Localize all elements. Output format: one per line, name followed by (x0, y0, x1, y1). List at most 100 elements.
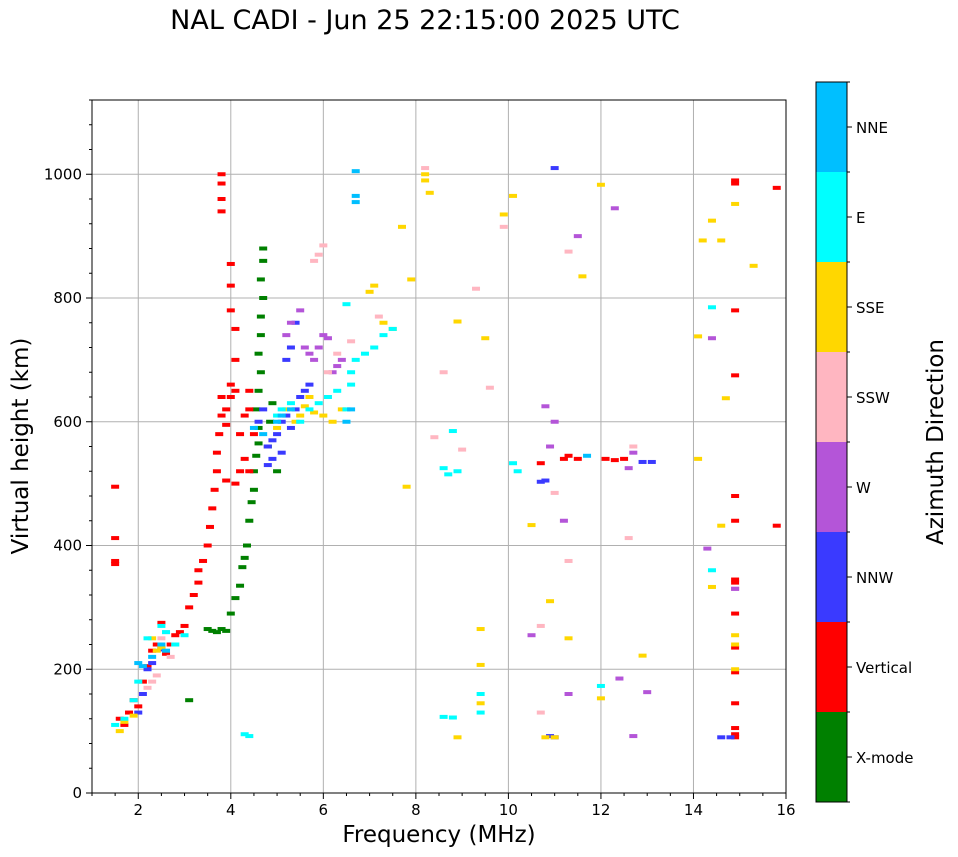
data-point (323, 370, 332, 375)
data-point (550, 419, 559, 424)
data-point (254, 388, 263, 393)
data-point (583, 453, 592, 458)
data-point (351, 357, 360, 362)
data-point (222, 628, 231, 633)
colorbar-tick-label: NNW (856, 569, 893, 587)
data-point (731, 642, 740, 647)
data-point (550, 735, 559, 740)
data-point (240, 732, 249, 737)
colorbar-swatch (816, 442, 847, 532)
data-point (245, 407, 254, 412)
colorbar-swatch (816, 532, 847, 622)
data-point (536, 461, 545, 466)
data-point (282, 333, 291, 338)
data-point (314, 345, 323, 350)
data-point (629, 734, 638, 739)
data-point (236, 583, 245, 588)
data-point (296, 395, 305, 399)
data-point (148, 636, 157, 641)
data-point (138, 664, 147, 669)
data-point (527, 633, 536, 638)
data-point (203, 543, 212, 548)
colorbar-label: Azimuth Direction (923, 339, 949, 545)
data-point (731, 373, 740, 378)
data-point (749, 263, 758, 268)
data-point (694, 456, 703, 461)
data-point (638, 653, 647, 658)
data-point (596, 696, 605, 701)
data-point (541, 478, 550, 483)
data-point (536, 479, 545, 484)
data-point (564, 453, 573, 458)
data-point (231, 357, 240, 362)
colorbar-swatch (816, 712, 847, 802)
data-point (638, 459, 647, 464)
data-point (550, 490, 559, 495)
data-point (485, 385, 494, 390)
data-point (731, 181, 740, 186)
data-point (175, 630, 184, 635)
data-point (731, 667, 740, 672)
data-point (717, 735, 726, 740)
data-point (180, 623, 189, 628)
data-point (286, 425, 295, 430)
data-point (266, 419, 275, 424)
data-point (252, 407, 261, 412)
data-point (252, 453, 261, 458)
data-point (772, 185, 781, 190)
data-point (624, 536, 633, 541)
data-point (439, 370, 448, 375)
data-point (263, 463, 272, 468)
data-point (573, 234, 582, 239)
data-point (559, 456, 568, 461)
data-point (120, 716, 129, 721)
data-point (217, 209, 226, 214)
data-point (238, 565, 247, 570)
data-point (310, 258, 319, 263)
data-point (157, 620, 166, 625)
data-point (208, 506, 217, 511)
data-point (342, 302, 351, 307)
y-axis-label: Virtual height (km) (8, 338, 34, 555)
data-point (152, 673, 161, 678)
data-point (351, 169, 360, 174)
data-point (282, 413, 291, 418)
data-point (476, 627, 485, 632)
data-point (731, 670, 740, 675)
colorbar-tick-label: SSE (856, 299, 885, 317)
data-point (249, 425, 258, 430)
data-point (731, 732, 740, 737)
data-point (166, 642, 175, 647)
data-point (546, 734, 555, 739)
colorbar-swatch (816, 622, 847, 712)
data-point (342, 419, 351, 424)
data-point (347, 339, 356, 344)
x-axis: 2 4 6 8 10 12 14 16 (91, 793, 796, 819)
data-point (458, 447, 467, 452)
data-point (550, 166, 559, 171)
data-point (111, 562, 120, 567)
data-point (134, 661, 143, 666)
x-tick-label: 2 (133, 801, 143, 819)
data-point (536, 623, 545, 628)
data-point (189, 593, 198, 597)
data-point (143, 667, 152, 672)
data-point (564, 558, 573, 563)
data-point (731, 735, 740, 740)
data-point (439, 714, 448, 719)
colorbar-swatch (816, 352, 847, 442)
data-point (731, 577, 740, 582)
data-point (615, 676, 624, 681)
data-point (245, 388, 254, 393)
data-point (476, 701, 485, 706)
data-point (157, 636, 166, 641)
data-point (703, 546, 712, 551)
data-point (256, 333, 265, 338)
data-point (256, 277, 265, 282)
data-point (481, 336, 490, 341)
data-point (596, 182, 605, 187)
x-tick-label: 14 (684, 801, 703, 819)
plot-frame (91, 99, 787, 794)
data-point (217, 172, 226, 177)
series-x-mode (185, 246, 282, 703)
